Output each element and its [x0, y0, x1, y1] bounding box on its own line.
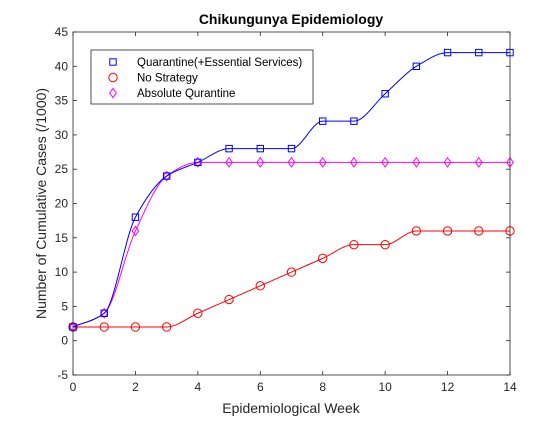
y-tick-label: 10 — [55, 265, 69, 279]
series-line — [72, 161, 510, 328]
y-tick-label: 25 — [55, 162, 69, 176]
y-tick-label: 15 — [55, 231, 69, 245]
data-point — [161, 322, 172, 332]
data-point — [443, 156, 452, 168]
data-point — [474, 156, 483, 168]
y-tick-label: 35 — [55, 94, 69, 108]
series-line — [73, 230, 510, 328]
x-tick-label: 4 — [195, 380, 202, 394]
y-tick-label: 45 — [55, 25, 69, 39]
y-tick-label: 30 — [55, 128, 69, 142]
series-0 — [69, 48, 514, 331]
data-point — [412, 62, 421, 70]
data-point — [225, 144, 233, 153]
data-point — [442, 226, 453, 236]
data-point — [256, 156, 265, 168]
legend-label: Quarantine(+Essential Services) — [137, 57, 302, 69]
data-point — [131, 225, 140, 237]
legend-marker — [109, 87, 117, 99]
data-point — [99, 322, 109, 332]
y-tick-label: 40 — [55, 59, 69, 73]
x-tick-label: 2 — [132, 380, 139, 394]
data-point — [380, 239, 390, 250]
data-point — [412, 156, 421, 168]
data-point — [411, 226, 422, 236]
data-point — [349, 239, 359, 250]
y-tick-label: 0 — [61, 334, 68, 348]
legend-label: No Strategy — [137, 73, 198, 85]
data-point — [319, 117, 327, 125]
x-tick-label: 12 — [441, 380, 455, 394]
series-1 — [68, 226, 515, 332]
data-point — [381, 90, 389, 98]
data-point — [350, 117, 358, 125]
x-axis-label: Epidemiological Week — [222, 400, 360, 416]
data-point — [100, 307, 109, 319]
series-layer — [68, 48, 515, 333]
legend-entry: No Strategy — [108, 72, 198, 85]
y-tick-label: 20 — [55, 197, 69, 211]
x-tick-label: 8 — [319, 380, 326, 394]
data-point — [224, 294, 234, 305]
data-point — [256, 144, 264, 153]
chart-title: Chikungunya Epidemiology — [199, 11, 384, 27]
data-point — [287, 156, 296, 168]
series-line — [72, 52, 510, 328]
data-point — [193, 308, 203, 318]
data-point — [255, 281, 265, 291]
x-tick-label: 0 — [70, 380, 77, 394]
legend-label: Absolute Qurantine — [137, 88, 235, 100]
data-point — [475, 48, 483, 57]
legend-marker — [109, 58, 117, 66]
y-axis-label: Number of Cumulative Cases (/1000) — [33, 88, 49, 319]
data-point — [130, 322, 141, 332]
x-tick-label: 14 — [503, 380, 517, 394]
legend-box — [90, 49, 314, 105]
legend-entry: Absolute Qurantine — [109, 87, 235, 100]
data-point — [350, 156, 358, 168]
data-point — [381, 156, 390, 168]
legend: Quarantine(+Essential Services) No Strate… — [90, 49, 314, 105]
data-point — [194, 158, 202, 167]
y-tick-label: -5 — [57, 368, 68, 382]
data-point — [474, 226, 484, 236]
data-point — [162, 172, 171, 180]
data-point — [286, 267, 297, 277]
data-point — [318, 253, 328, 264]
legend-marker — [108, 72, 118, 83]
data-point — [287, 144, 296, 153]
data-point — [318, 156, 327, 168]
data-point — [443, 48, 452, 57]
series-2 — [69, 156, 514, 333]
data-point — [225, 156, 233, 168]
data-point — [100, 309, 108, 317]
data-point — [131, 213, 140, 221]
legend-entry: Quarantine(+Essential Services) — [109, 57, 302, 69]
x-tick-label: 10 — [378, 380, 392, 394]
y-tick-label: 5 — [61, 299, 68, 313]
x-tick-label: 6 — [257, 380, 264, 394]
